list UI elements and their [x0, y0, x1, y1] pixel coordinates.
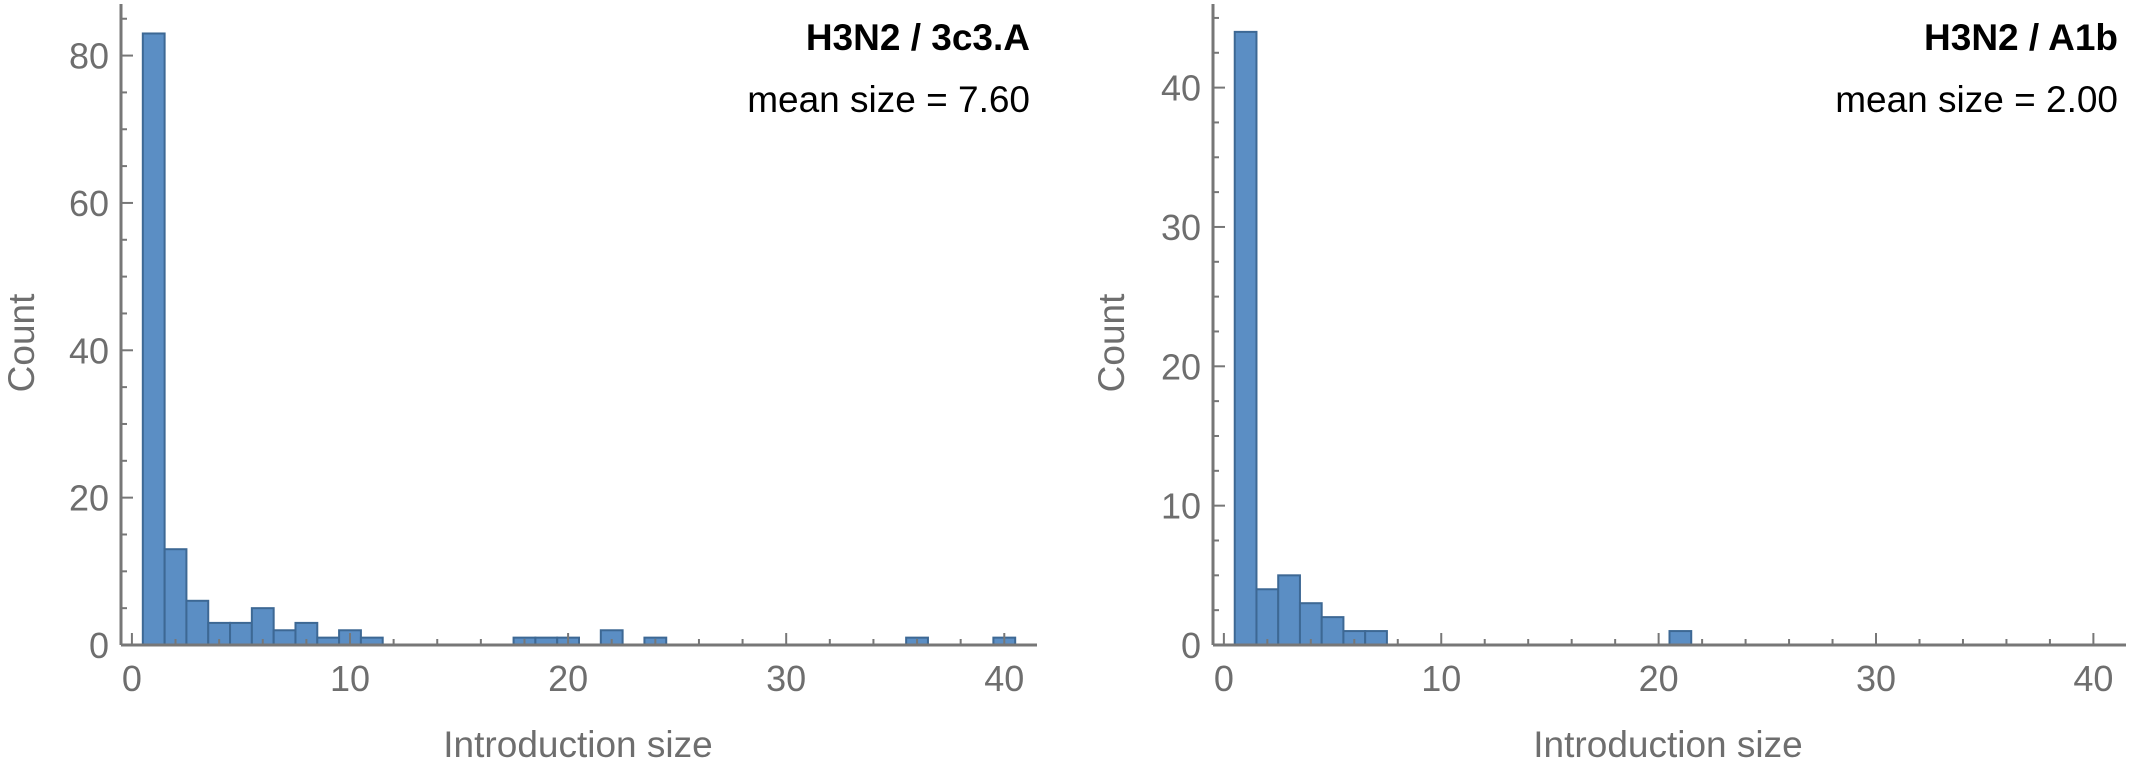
- y-tick-label: 0: [89, 625, 109, 666]
- bar-21: [1668, 630, 1693, 647]
- x-axis-label: Introduction size: [443, 724, 712, 765]
- x-tick-label: 40: [984, 658, 1024, 699]
- x-tick-label: 40: [2073, 658, 2113, 699]
- bar-7: [1364, 630, 1388, 647]
- bar-4: [1298, 602, 1323, 647]
- panel-title: H3N2 / 3c3.A: [806, 17, 1030, 58]
- x-tick-label: 30: [1856, 658, 1896, 699]
- bar-5: [229, 621, 253, 646]
- x-tick-label: 30: [766, 658, 806, 699]
- bar-3: [185, 599, 210, 646]
- panel-title: H3N2 / A1b: [1924, 17, 2118, 58]
- y-tick-label: 40: [1161, 68, 1201, 109]
- bar-2: [1255, 588, 1280, 646]
- bar-7: [272, 629, 297, 646]
- bar-1: [1233, 30, 1258, 646]
- y-tick-label: 60: [69, 183, 109, 224]
- x-tick-label: 20: [1639, 658, 1679, 699]
- y-axis-label: Count: [1091, 293, 1132, 392]
- y-tick-label: 40: [69, 330, 109, 371]
- bar-5: [1320, 616, 1345, 646]
- x-tick-label: 0: [122, 658, 142, 699]
- y-tick-label: 20: [1161, 346, 1201, 387]
- x-axis-label: Introduction size: [1533, 724, 1802, 765]
- x-tick-label: 10: [1421, 658, 1461, 699]
- histogram-panel-3c3a: H3N2 / 3c3.A mean size = 7.60 Introducti…: [1, 4, 1037, 765]
- y-tick-label: 20: [69, 478, 109, 519]
- y-tick-label: 10: [1161, 486, 1201, 527]
- x-tick-label: 20: [548, 658, 588, 699]
- mean-size-annotation: mean size = 2.00: [1835, 79, 2118, 120]
- x-tick-label: 10: [330, 658, 370, 699]
- bar-1: [141, 32, 166, 647]
- bar-2: [163, 548, 188, 646]
- y-axis-label: Count: [1, 293, 42, 392]
- x-tick-label: 0: [1214, 658, 1234, 699]
- bar-3: [1277, 574, 1301, 647]
- y-tick-label: 80: [69, 36, 109, 77]
- y-tick-label: 0: [1181, 625, 1201, 666]
- y-tick-label: 30: [1161, 207, 1201, 248]
- mean-size-annotation: mean size = 7.60: [747, 79, 1030, 120]
- histogram-panel-a1b: H3N2 / A1b mean size = 2.00 Introduction…: [1091, 4, 2126, 765]
